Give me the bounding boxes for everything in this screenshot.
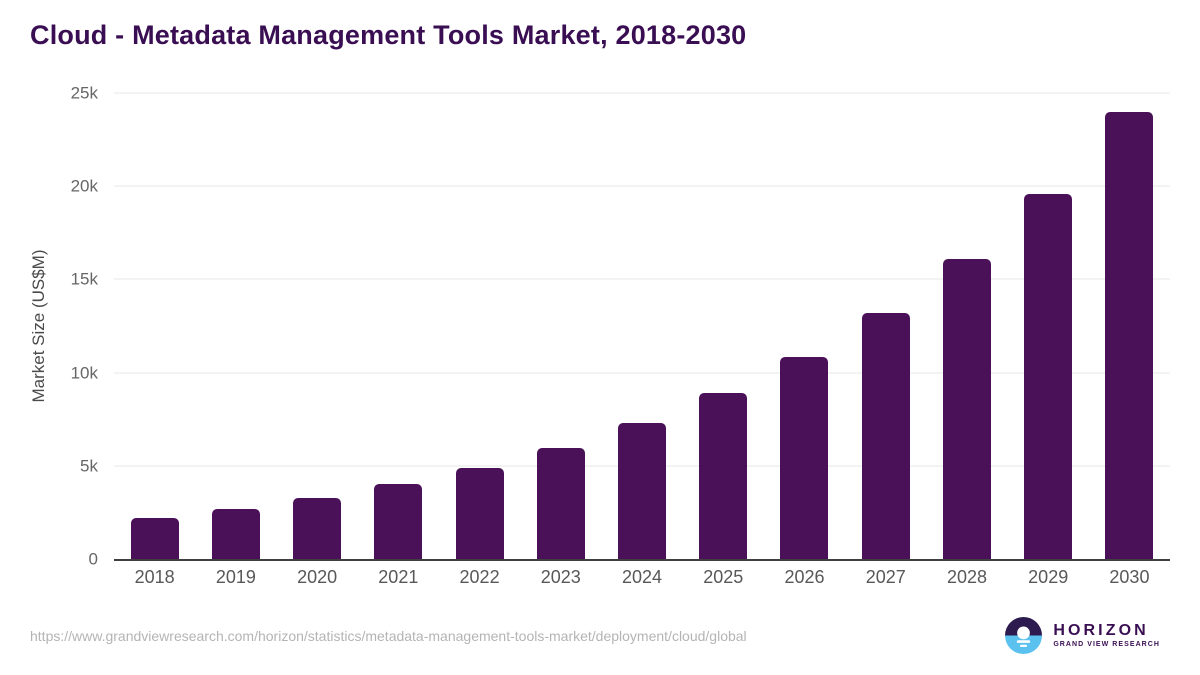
bar-slot-2019 (195, 93, 276, 559)
bar-2021 (374, 483, 423, 559)
bar-2020 (293, 497, 342, 559)
bar-series (114, 93, 1170, 559)
x-tick-label-2020: 2020 (297, 567, 338, 587)
y-tick-label: 25k (70, 83, 98, 103)
y-tick-label: 20k (70, 176, 98, 196)
x-tick-label-2028: 2028 (946, 567, 987, 587)
horizon-sunrise-icon (1005, 617, 1043, 654)
logo-subbrand-name: GRAND VIEW RESEARCH (1053, 641, 1160, 649)
bar-2027 (861, 312, 910, 559)
bar-2023 (536, 448, 585, 559)
bar-2028 (942, 258, 991, 559)
bar-slot-2018 (114, 93, 195, 559)
source-url: https://www.grandviewresearch.com/horizo… (30, 628, 747, 644)
gridline-20k (114, 185, 1170, 187)
bar-2025 (699, 393, 748, 559)
x-tick-label-2026: 2026 (784, 567, 825, 587)
bar-slot-2025 (683, 93, 764, 559)
bar-2024 (618, 422, 667, 559)
bar-slot-2024 (601, 93, 682, 559)
logo-text: HORIZON GRAND VIEW RESEARCH (1053, 621, 1160, 649)
chart-title: Cloud - Metadata Management Tools Market… (30, 20, 747, 50)
x-tick-label-2027: 2027 (865, 567, 906, 587)
x-tick-label-2030: 2030 (1109, 567, 1150, 587)
gridline-10k (114, 372, 1170, 374)
x-tick-label-2023: 2023 (540, 567, 581, 587)
bar-slot-2026 (764, 93, 845, 559)
bar-2019 (211, 508, 260, 559)
gridline-15k (114, 278, 1170, 280)
bar-slot-2028 (926, 93, 1007, 559)
y-axis-tick-labels: 0 5k 10k 15k 20k 25k (50, 85, 98, 568)
bar-slot-2027 (845, 93, 926, 559)
bar-2026 (780, 356, 829, 559)
x-tick-label-2018: 2018 (134, 567, 175, 587)
x-tick-label-2019: 2019 (215, 567, 256, 587)
bar-2030 (1105, 111, 1154, 559)
bar-slot-2021 (358, 93, 439, 559)
y-axis-title: Market Size (US$M) (29, 249, 48, 403)
y-tick-label: 10k (70, 363, 98, 383)
bar-2029 (1024, 193, 1073, 559)
bar-slot-2030 (1089, 93, 1170, 559)
y-tick-label: 0 (88, 549, 98, 569)
gridline-25k (114, 92, 1170, 94)
logo-brand-name: HORIZON (1053, 621, 1149, 639)
bar-2022 (455, 467, 504, 559)
bar-slot-2029 (1008, 93, 1089, 559)
x-tick-label-2029: 2029 (1028, 567, 1069, 587)
y-tick-label: 15k (70, 269, 98, 289)
x-tick-label-2024: 2024 (622, 567, 663, 587)
bar-slot-2023 (520, 93, 601, 559)
bar-2018 (130, 518, 179, 559)
plot-area (114, 92, 1170, 561)
bar-slot-2022 (439, 93, 520, 559)
y-tick-label: 5k (80, 456, 98, 476)
x-axis-tick-labels: 2018 2019 2020 2021 2022 2023 2024 2025 2026 2027… (114, 567, 1170, 588)
brand-logo: HORIZON GRAND VIEW RESEARCH (1005, 617, 1160, 654)
x-tick-label-2022: 2022 (459, 567, 500, 587)
x-tick-label-2025: 2025 (703, 567, 744, 587)
x-tick-label-2021: 2021 (378, 567, 419, 587)
bar-slot-2020 (276, 93, 357, 559)
